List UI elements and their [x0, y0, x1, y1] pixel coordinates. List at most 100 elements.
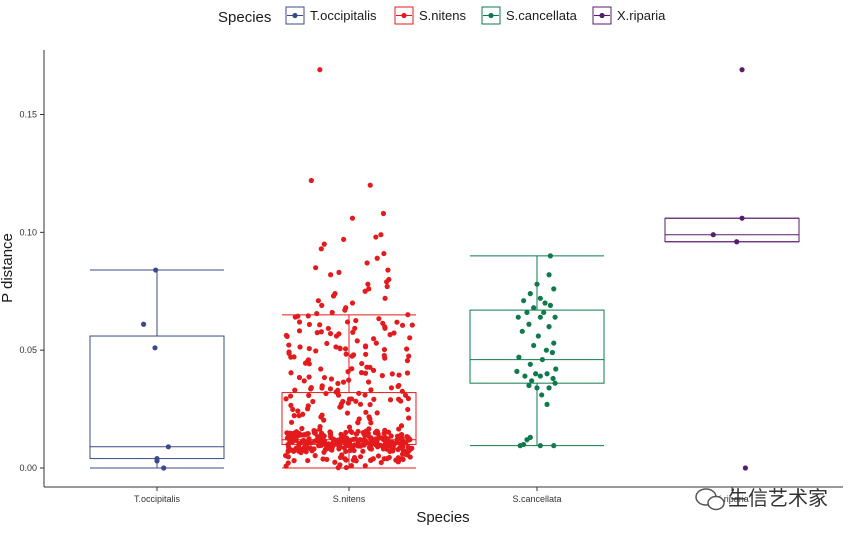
data-point — [531, 305, 537, 311]
data-point — [352, 325, 358, 331]
data-point — [373, 438, 379, 444]
data-point — [329, 309, 335, 316]
data-point — [384, 446, 390, 452]
data-point — [344, 410, 351, 416]
data-point — [380, 210, 387, 217]
data-point — [338, 403, 344, 409]
y-tick-label: 0.10 — [19, 227, 37, 237]
data-point — [349, 366, 355, 372]
data-point — [340, 379, 347, 385]
data-point — [398, 423, 405, 429]
data-point — [317, 322, 323, 328]
data-point — [286, 342, 292, 348]
data-point — [335, 380, 341, 387]
data-point — [542, 300, 548, 306]
data-point — [366, 441, 373, 447]
data-point — [318, 432, 324, 439]
data-point — [400, 456, 406, 462]
data-point — [318, 329, 324, 335]
data-point — [382, 295, 388, 301]
y-tick-label: 0.15 — [19, 110, 37, 120]
data-point — [319, 383, 325, 389]
y-tick-label: 0.05 — [19, 345, 37, 355]
data-point — [373, 234, 379, 240]
legend-label: X.riparia — [617, 8, 666, 23]
data-point — [367, 182, 373, 188]
data-point — [391, 330, 397, 336]
data-point — [357, 401, 364, 407]
data-point — [290, 406, 296, 413]
data-point — [313, 348, 319, 354]
data-point — [301, 432, 307, 438]
data-point — [376, 316, 382, 322]
data-point — [546, 385, 552, 391]
data-point — [355, 419, 361, 426]
legend-item-X.riparia: X.riparia — [592, 6, 666, 25]
data-point — [321, 449, 327, 455]
data-point — [539, 392, 545, 398]
data-point — [337, 462, 343, 468]
data-point — [348, 396, 355, 402]
data-point — [356, 390, 362, 396]
data-point — [304, 406, 311, 412]
data-point — [382, 429, 388, 436]
data-point — [365, 281, 371, 287]
data-point — [370, 336, 377, 342]
data-point — [537, 295, 543, 301]
data-point — [317, 67, 323, 73]
data-point — [529, 378, 535, 384]
data-point — [349, 429, 355, 435]
data-point — [317, 423, 323, 430]
data-point — [354, 338, 360, 344]
data-point — [388, 433, 394, 439]
data-point — [337, 454, 344, 461]
data-point — [285, 454, 291, 460]
data-point — [292, 314, 298, 320]
data-point — [551, 286, 557, 292]
data-point — [152, 345, 158, 351]
data-point — [359, 360, 365, 367]
data-point — [293, 434, 299, 440]
data-point — [378, 459, 384, 466]
legend-item-T.occipitalis: T.occipitalis — [285, 6, 377, 25]
legend-item-S.nitens: S.nitens — [394, 6, 466, 25]
box-X.riparia — [664, 217, 800, 243]
data-point — [290, 447, 296, 454]
data-point — [739, 67, 745, 73]
data-point — [336, 269, 342, 275]
data-point — [362, 370, 369, 376]
data-point — [405, 406, 411, 413]
data-point — [368, 387, 374, 393]
data-point — [399, 388, 405, 394]
data-point — [300, 437, 307, 443]
data-point — [521, 298, 527, 304]
data-point — [342, 307, 348, 313]
watermark-text: 生信艺术家 — [728, 486, 828, 510]
data-point — [295, 408, 301, 414]
data-point — [342, 346, 349, 352]
data-point — [332, 459, 338, 465]
data-point — [381, 250, 387, 257]
data-point — [327, 386, 334, 392]
data-point — [362, 288, 368, 294]
data-point — [341, 445, 347, 451]
box-iqr — [281, 392, 417, 445]
data-point — [375, 453, 382, 459]
data-point — [356, 443, 363, 449]
points-S.nitens — [282, 67, 415, 471]
data-point — [330, 293, 337, 299]
data-point — [305, 445, 311, 451]
data-point — [314, 310, 320, 317]
box-S.nitens — [281, 314, 417, 469]
data-point — [283, 463, 289, 469]
data-point — [363, 409, 369, 415]
data-point — [404, 346, 410, 352]
data-point — [363, 351, 369, 357]
data-point — [351, 447, 357, 454]
data-point — [305, 457, 311, 464]
data-point — [306, 345, 312, 352]
data-point — [388, 443, 395, 450]
data-point — [306, 321, 313, 328]
data-point — [401, 448, 407, 454]
data-point — [308, 177, 314, 184]
